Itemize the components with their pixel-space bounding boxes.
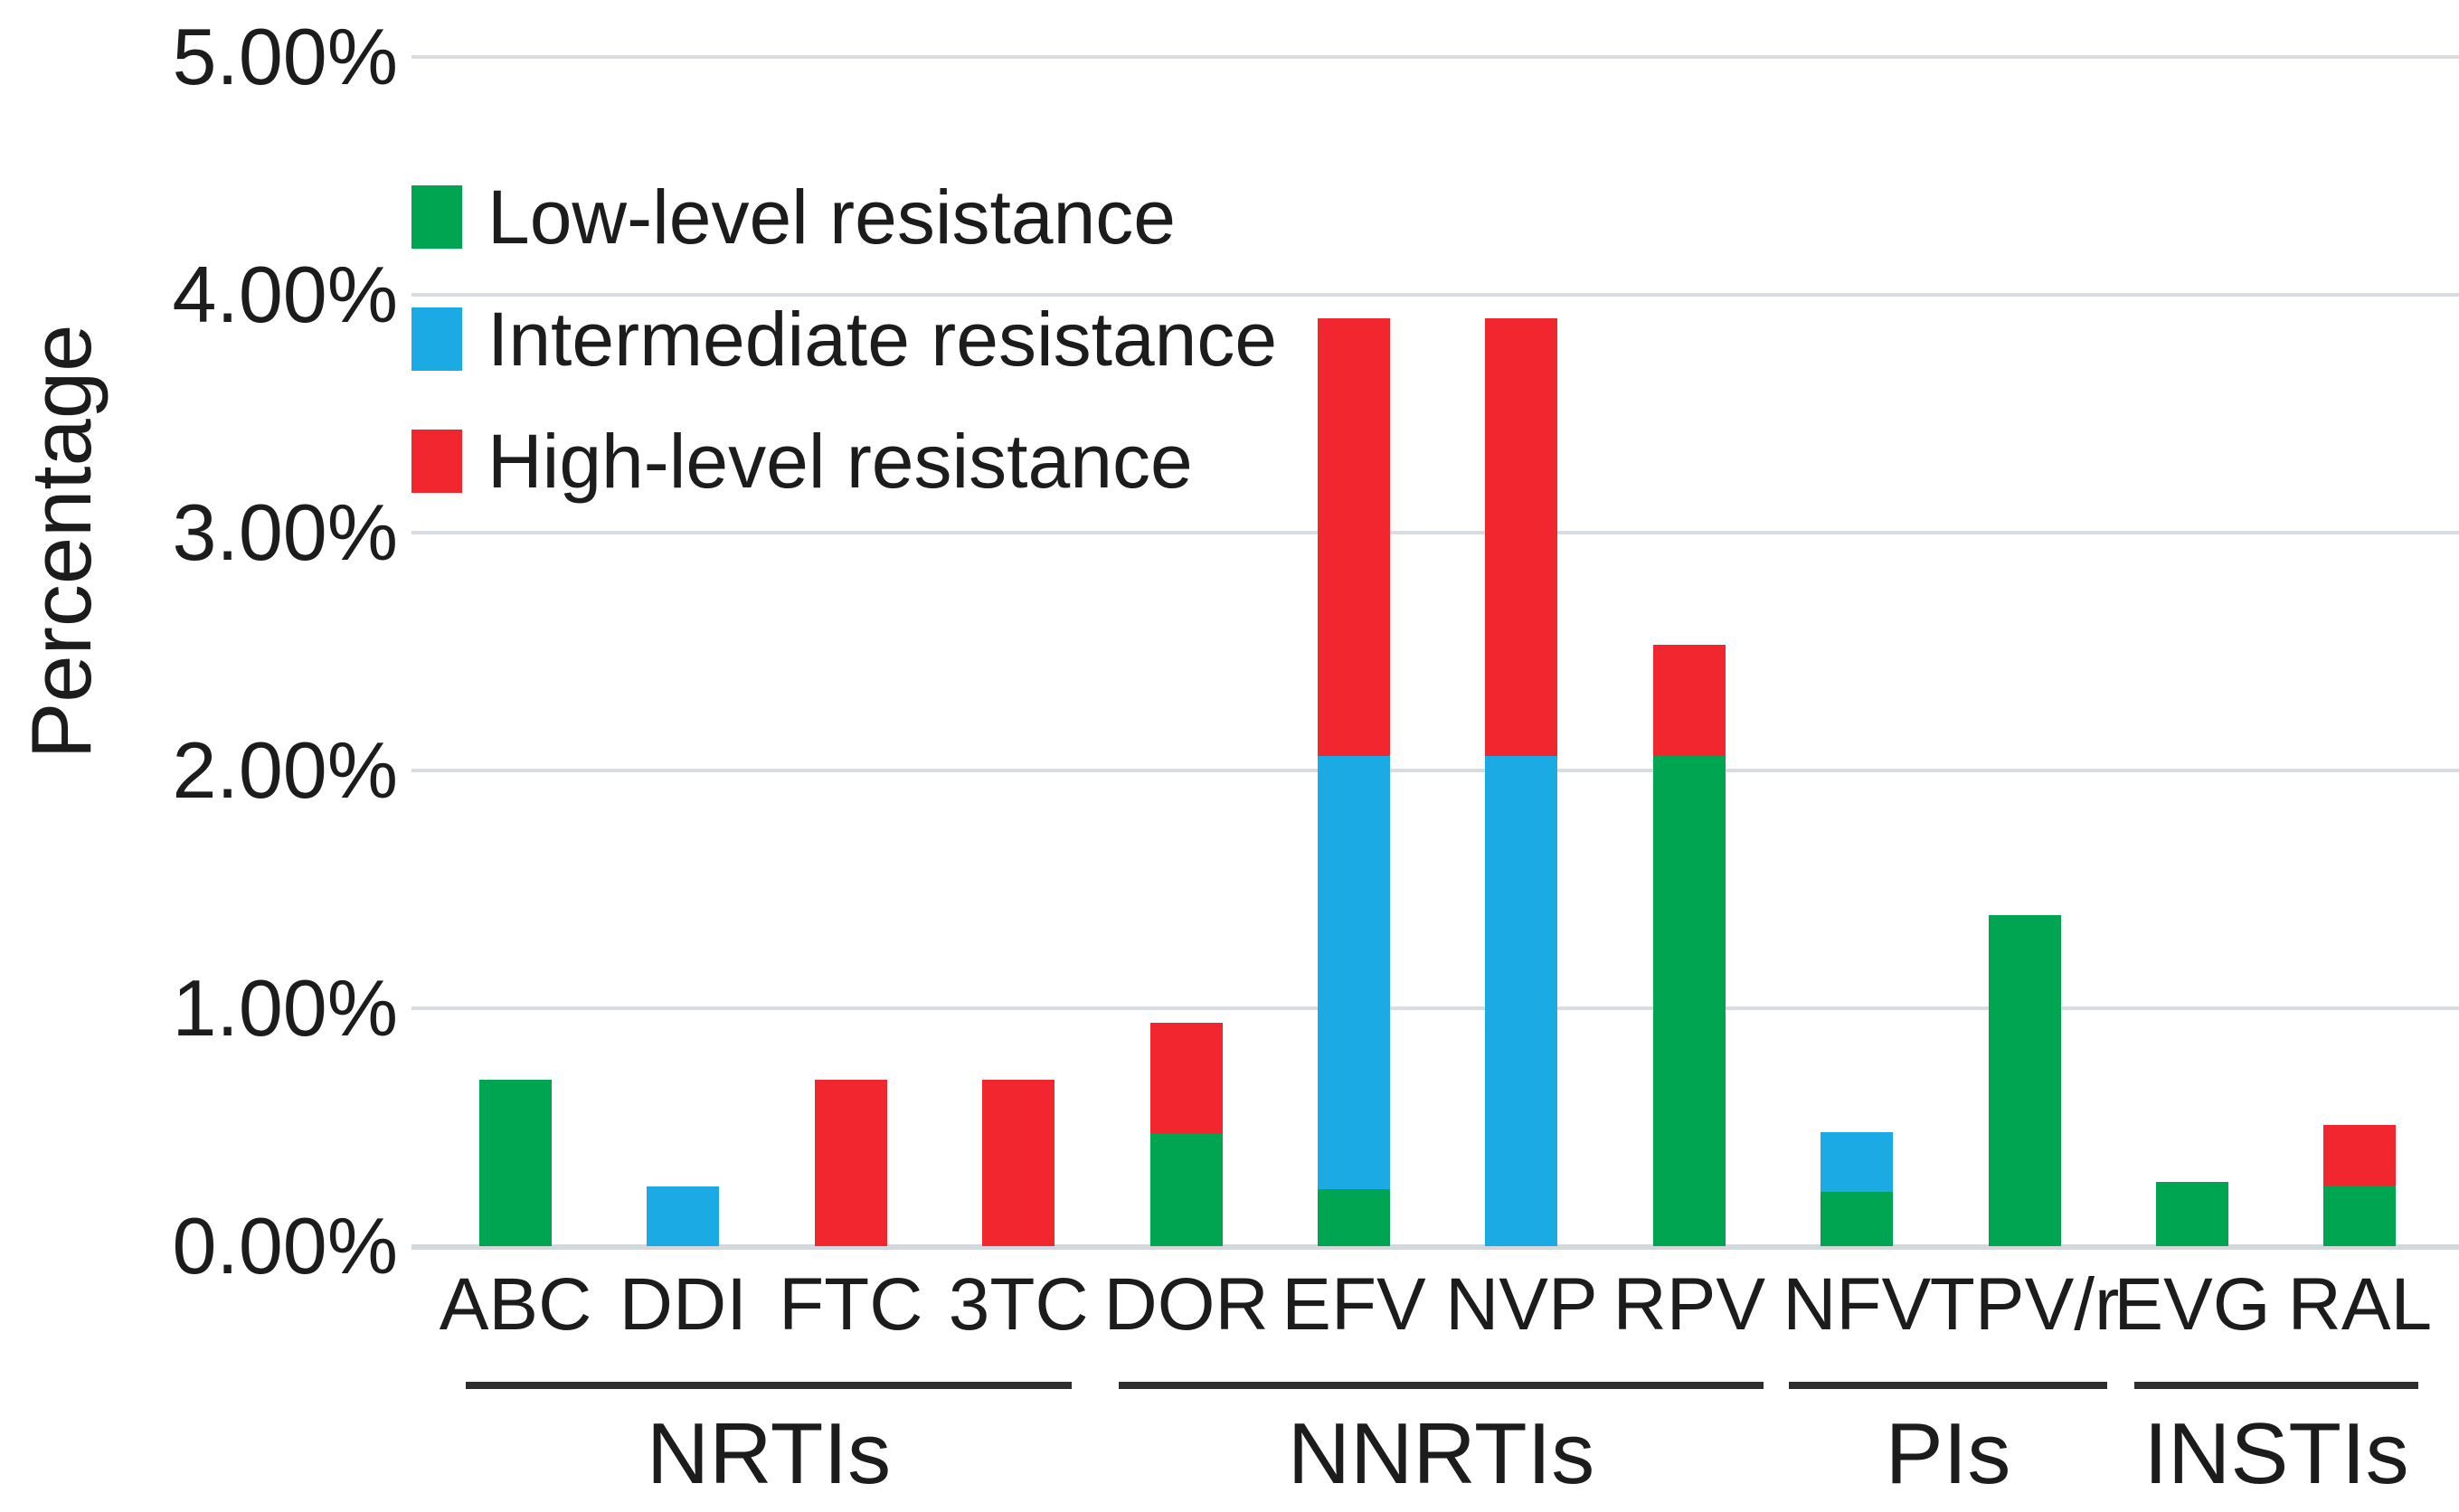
x-category-label: ABC [439,1263,592,1346]
legend-entry: High-level resistance [411,420,1193,503]
bar-segment-DOR [1149,1022,1223,1135]
group-underline [466,1382,1072,1389]
y-tick-label: 4.00% [172,250,398,339]
legend-swatch-icon [411,430,462,493]
y-axis-title: Percentage [14,324,109,760]
bar-segment-NVP [1485,756,1558,1246]
gridline [411,1244,2459,1250]
bar-segment-RPV [1652,644,1726,757]
group-underline [1119,1382,1764,1389]
gridline [411,55,2459,59]
x-category-label: DOR [1103,1263,1269,1346]
bar-segment-NFV [1821,1191,1894,1246]
legend-entry: Intermediate resistance [411,298,1277,381]
bar-segment-NFV [1821,1131,1894,1192]
bar-segment-ABC [479,1079,552,1246]
bar-segment-RAL [2323,1186,2397,1246]
legend-swatch-icon [411,307,462,371]
x-category-label: EFV [1282,1263,1426,1346]
x-category-label: TPV/r [1929,1263,2120,1346]
bar-segment-EFV [1318,1188,1390,1246]
y-tick-label: 1.00% [172,963,398,1053]
group-underline [1789,1382,2107,1389]
x-category-label: FTC [779,1263,923,1346]
gridline [411,1006,2459,1010]
bar-segment-NVP [1485,318,1558,757]
legend-label: Intermediate resistance [487,297,1278,382]
y-tick-label: 5.00% [172,12,398,101]
group-label-NNRTIs: NNRTIs [1287,1405,1595,1502]
legend-label: Low-level resistance [487,175,1177,260]
x-category-label: NFV [1783,1263,1932,1346]
bar-segment-RPV [1652,756,1726,1246]
x-category-label: 3TC [948,1263,1089,1346]
bar-segment-FTC [814,1079,887,1246]
bar-segment-TPV/r [1988,915,2061,1246]
legend-swatch-icon [411,185,462,249]
gridline [411,531,2459,534]
bar-segment-EVG [2156,1181,2228,1246]
y-tick-label: 3.00% [172,487,398,577]
group-label-PIs: PIs [1885,1405,2011,1502]
bar-segment-EFV [1318,318,1390,757]
legend-entry: Low-level resistance [411,175,1176,259]
group-label-INSTIs: INSTIs [2143,1405,2409,1502]
x-category-label: RAL [2287,1263,2433,1346]
x-category-label: DDI [619,1263,747,1346]
x-category-label: RPV [1613,1263,1766,1346]
gridline [411,769,2459,772]
bar-segment-EFV [1318,756,1390,1189]
bar-segment-3TC [982,1079,1055,1246]
x-category-label: NVP [1445,1263,1598,1346]
bar-segment-DDI [647,1186,720,1246]
gridline [411,293,2459,297]
y-tick-label: 2.00% [172,725,398,815]
bar-segment-DOR [1149,1134,1223,1246]
group-label-NRTIs: NRTIs [646,1405,892,1502]
y-tick-label: 0.00% [172,1201,398,1290]
x-category-label: EVG [2114,1263,2271,1346]
group-underline [2134,1382,2418,1389]
bar-segment-RAL [2323,1124,2397,1187]
legend-label: High-level resistance [487,419,1193,504]
